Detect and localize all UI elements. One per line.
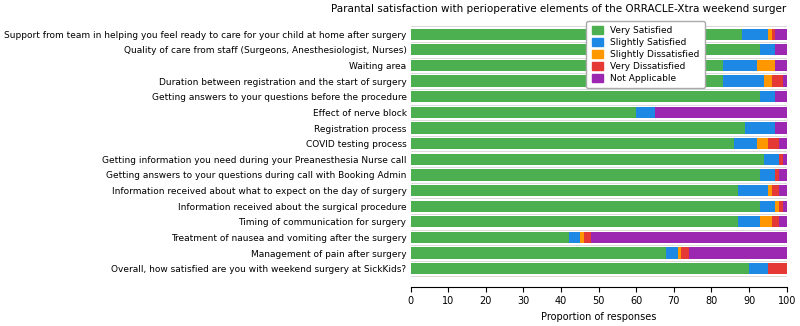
Bar: [410, 169, 760, 181]
Bar: [783, 154, 786, 165]
Bar: [410, 76, 722, 87]
X-axis label: Proportion of responses: Proportion of responses: [541, 312, 656, 322]
Bar: [779, 169, 786, 181]
Bar: [410, 232, 569, 243]
Bar: [760, 91, 775, 102]
Bar: [772, 185, 779, 196]
Bar: [410, 138, 734, 149]
Bar: [591, 232, 786, 243]
Bar: [410, 185, 738, 196]
Bar: [760, 169, 775, 181]
Bar: [738, 185, 768, 196]
Bar: [410, 29, 742, 40]
Bar: [410, 247, 666, 259]
Bar: [749, 263, 768, 274]
Bar: [783, 76, 786, 87]
Bar: [410, 122, 746, 134]
Bar: [775, 122, 786, 134]
Bar: [678, 247, 682, 259]
Bar: [760, 216, 772, 228]
Bar: [775, 200, 779, 212]
Bar: [764, 154, 779, 165]
Bar: [775, 44, 786, 55]
Bar: [722, 60, 757, 71]
Bar: [760, 44, 775, 55]
Bar: [775, 29, 786, 40]
Bar: [757, 60, 775, 71]
Bar: [410, 44, 760, 55]
Bar: [410, 154, 764, 165]
Bar: [768, 138, 779, 149]
Bar: [779, 216, 786, 228]
Bar: [410, 263, 749, 274]
Bar: [742, 29, 768, 40]
Bar: [760, 200, 775, 212]
Bar: [682, 247, 689, 259]
Legend: Very Satisfied, Slightly Satisfied, Slightly Dissatisfied, Very Dissatisfied, No: Very Satisfied, Slightly Satisfied, Slig…: [586, 21, 705, 88]
Bar: [580, 232, 584, 243]
Bar: [410, 216, 738, 228]
Bar: [689, 247, 786, 259]
Bar: [779, 200, 783, 212]
Bar: [584, 232, 591, 243]
Bar: [772, 29, 775, 40]
Bar: [764, 76, 772, 87]
Bar: [410, 60, 722, 71]
Bar: [734, 138, 757, 149]
Bar: [746, 122, 775, 134]
Text: Parantal satisfaction with perioperative elements of the ORRACLE-Xtra weekend su: Parantal satisfaction with perioperative…: [331, 4, 786, 14]
Bar: [779, 138, 786, 149]
Bar: [768, 263, 786, 274]
Bar: [666, 247, 678, 259]
Bar: [410, 91, 760, 102]
Bar: [768, 185, 772, 196]
Bar: [783, 200, 786, 212]
Bar: [655, 107, 786, 118]
Bar: [772, 216, 779, 228]
Bar: [569, 232, 580, 243]
Bar: [636, 107, 655, 118]
Bar: [775, 91, 786, 102]
Bar: [410, 200, 760, 212]
Bar: [722, 76, 764, 87]
Bar: [775, 169, 779, 181]
Bar: [410, 107, 636, 118]
Bar: [775, 60, 786, 71]
Bar: [779, 154, 783, 165]
Bar: [738, 216, 760, 228]
Bar: [772, 76, 783, 87]
Bar: [779, 185, 786, 196]
Bar: [757, 138, 768, 149]
Bar: [768, 29, 772, 40]
